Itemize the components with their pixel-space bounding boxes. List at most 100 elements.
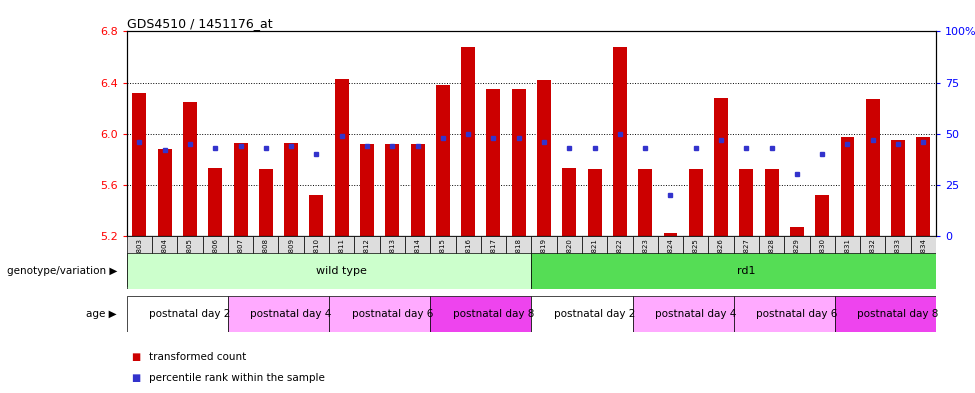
Bar <box>127 236 152 287</box>
Text: GSM1024804: GSM1024804 <box>162 238 168 285</box>
Bar <box>330 296 430 332</box>
Text: ■: ■ <box>132 352 140 362</box>
Text: GSM1024815: GSM1024815 <box>440 238 446 285</box>
Bar <box>455 236 481 287</box>
Text: postnatal day 2: postnatal day 2 <box>149 309 231 319</box>
Text: GSM1024819: GSM1024819 <box>541 238 547 285</box>
Text: GSM1024809: GSM1024809 <box>289 238 294 285</box>
Text: GSM1024817: GSM1024817 <box>490 238 496 285</box>
Bar <box>866 99 879 236</box>
Text: GSM1024832: GSM1024832 <box>870 238 876 285</box>
Bar <box>410 144 424 236</box>
Text: GSM1024810: GSM1024810 <box>313 238 320 285</box>
Bar <box>809 236 835 287</box>
Bar <box>911 236 936 287</box>
Text: genotype/variation ▶: genotype/variation ▶ <box>7 266 117 276</box>
Text: GSM1024833: GSM1024833 <box>895 238 901 285</box>
Bar <box>284 143 298 236</box>
Bar <box>633 296 733 332</box>
Text: GSM1024827: GSM1024827 <box>743 238 750 285</box>
Text: age ▶: age ▶ <box>87 309 117 319</box>
Text: GSM1024807: GSM1024807 <box>238 238 244 285</box>
Bar <box>228 296 330 332</box>
Text: GSM1024816: GSM1024816 <box>465 238 471 285</box>
Bar <box>203 236 228 287</box>
Bar <box>733 296 835 332</box>
Bar <box>152 236 177 287</box>
Text: wild type: wild type <box>316 266 368 276</box>
Bar <box>835 236 860 287</box>
Bar <box>354 236 379 287</box>
Text: GSM1024803: GSM1024803 <box>136 238 142 285</box>
Bar <box>557 236 582 287</box>
Text: postnatal day 4: postnatal day 4 <box>251 309 332 319</box>
Bar <box>259 169 273 236</box>
Bar <box>228 236 254 287</box>
Text: GSM1024811: GSM1024811 <box>338 238 345 285</box>
Bar <box>733 236 759 287</box>
Text: postnatal day 4: postnatal day 4 <box>655 309 736 319</box>
Text: GSM1024831: GSM1024831 <box>844 238 850 285</box>
Text: GSM1024824: GSM1024824 <box>668 238 674 285</box>
Bar <box>304 236 330 287</box>
Text: GSM1024825: GSM1024825 <box>693 238 699 285</box>
Text: GSM1024829: GSM1024829 <box>794 238 800 285</box>
Bar <box>531 253 936 289</box>
Text: rd1: rd1 <box>737 266 756 276</box>
Bar <box>487 89 500 236</box>
Text: postnatal day 6: postnatal day 6 <box>352 309 433 319</box>
Bar <box>790 227 803 236</box>
Bar <box>430 236 455 287</box>
Text: GSM1024822: GSM1024822 <box>617 238 623 285</box>
Text: postnatal day 2: postnatal day 2 <box>554 309 636 319</box>
Text: GSM1024813: GSM1024813 <box>389 238 395 285</box>
Bar <box>582 236 607 287</box>
Bar <box>891 140 905 236</box>
Bar <box>461 47 475 236</box>
Bar <box>537 80 551 236</box>
Bar <box>183 102 197 236</box>
Bar <box>430 296 531 332</box>
Bar <box>815 195 829 236</box>
Bar <box>784 236 809 287</box>
Bar <box>664 233 678 236</box>
Bar <box>531 236 557 287</box>
Text: GSM1024806: GSM1024806 <box>213 238 218 285</box>
Bar <box>588 169 602 236</box>
Bar <box>379 236 405 287</box>
Bar <box>330 236 354 287</box>
Bar <box>764 169 779 236</box>
Bar <box>127 253 531 289</box>
Text: postnatal day 8: postnatal day 8 <box>452 309 534 319</box>
Bar <box>177 236 203 287</box>
Bar <box>607 236 633 287</box>
Bar <box>835 296 936 332</box>
Bar <box>334 79 349 236</box>
Bar <box>234 143 248 236</box>
Bar <box>309 195 324 236</box>
Bar <box>885 236 911 287</box>
Bar <box>613 47 627 236</box>
Bar <box>714 98 728 236</box>
Bar <box>683 236 709 287</box>
Bar <box>860 236 885 287</box>
Bar <box>840 138 854 236</box>
Text: GSM1024820: GSM1024820 <box>566 238 572 285</box>
Bar <box>688 169 703 236</box>
Bar <box>759 236 784 287</box>
Text: percentile rank within the sample: percentile rank within the sample <box>149 373 325 383</box>
Text: GSM1024826: GSM1024826 <box>718 238 724 285</box>
Bar <box>512 89 526 236</box>
Bar <box>563 168 576 236</box>
Bar <box>633 236 658 287</box>
Bar <box>506 236 531 287</box>
Text: GSM1024805: GSM1024805 <box>187 238 193 285</box>
Bar <box>209 168 222 236</box>
Text: GSM1024834: GSM1024834 <box>920 238 926 285</box>
Text: postnatal day 8: postnatal day 8 <box>857 309 939 319</box>
Bar <box>436 85 449 236</box>
Text: ■: ■ <box>132 373 140 383</box>
Bar <box>405 236 430 287</box>
Text: transformed count: transformed count <box>149 352 247 362</box>
Bar <box>385 144 399 236</box>
